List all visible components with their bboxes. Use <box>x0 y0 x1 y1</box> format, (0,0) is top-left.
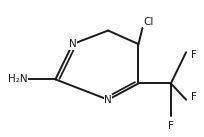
Text: F: F <box>191 92 197 102</box>
Text: Cl: Cl <box>143 17 154 27</box>
Text: H₂N: H₂N <box>8 74 28 84</box>
Text: F: F <box>168 121 174 131</box>
Text: N: N <box>104 95 112 105</box>
Text: F: F <box>191 50 197 60</box>
Text: N: N <box>69 39 76 49</box>
